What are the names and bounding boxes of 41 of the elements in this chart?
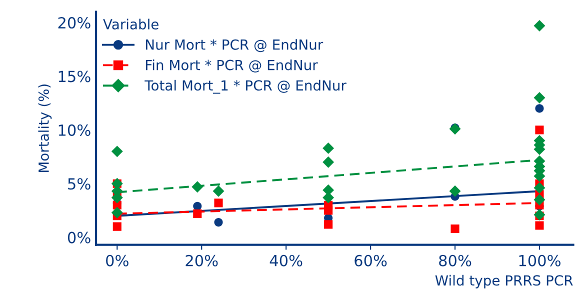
point [322, 142, 334, 154]
point [449, 185, 461, 197]
point [192, 181, 204, 193]
point [324, 220, 333, 229]
point [534, 182, 546, 194]
legend-label: Nur Mort * PCR @ EndNur [146, 39, 324, 52]
legend-title: Variable [103, 18, 158, 30]
point [450, 224, 460, 234]
point [322, 156, 334, 168]
y-axis-title: Mortality (%) [38, 84, 52, 172]
point [535, 126, 544, 134]
point [449, 123, 461, 135]
point [111, 146, 123, 158]
y-tick-label: 20% [58, 17, 90, 29]
y-tick-label: 0% [68, 232, 90, 244]
point [534, 209, 546, 221]
x-tick-label: 40% [270, 254, 302, 266]
point [534, 92, 546, 104]
point [534, 20, 546, 32]
point [534, 194, 546, 206]
point [193, 202, 202, 210]
point [112, 222, 122, 231]
point [214, 198, 223, 208]
y-tick-label: 15% [58, 70, 90, 82]
x-tick-label: 80% [439, 254, 472, 266]
point [535, 221, 544, 230]
x-tick-label: 60% [354, 254, 387, 266]
y-tick-label: 5% [68, 178, 90, 190]
x-tick-label: 20% [186, 254, 218, 266]
point [212, 185, 224, 197]
legend-label: Fin Mort * PCR @ EndNur [146, 60, 318, 72]
point [111, 206, 123, 218]
point [324, 206, 333, 215]
point [193, 209, 202, 218]
point [214, 218, 223, 227]
x-tick-label: 100% [519, 254, 560, 266]
point [535, 104, 544, 113]
x-tick-label: 0% [106, 254, 128, 266]
y-tick-label: 10% [58, 124, 90, 136]
legend-label: Total Mort_1 * PCR @ EndNur [144, 80, 346, 94]
x-axis-title: Wild type PRRS PCR [435, 274, 573, 288]
